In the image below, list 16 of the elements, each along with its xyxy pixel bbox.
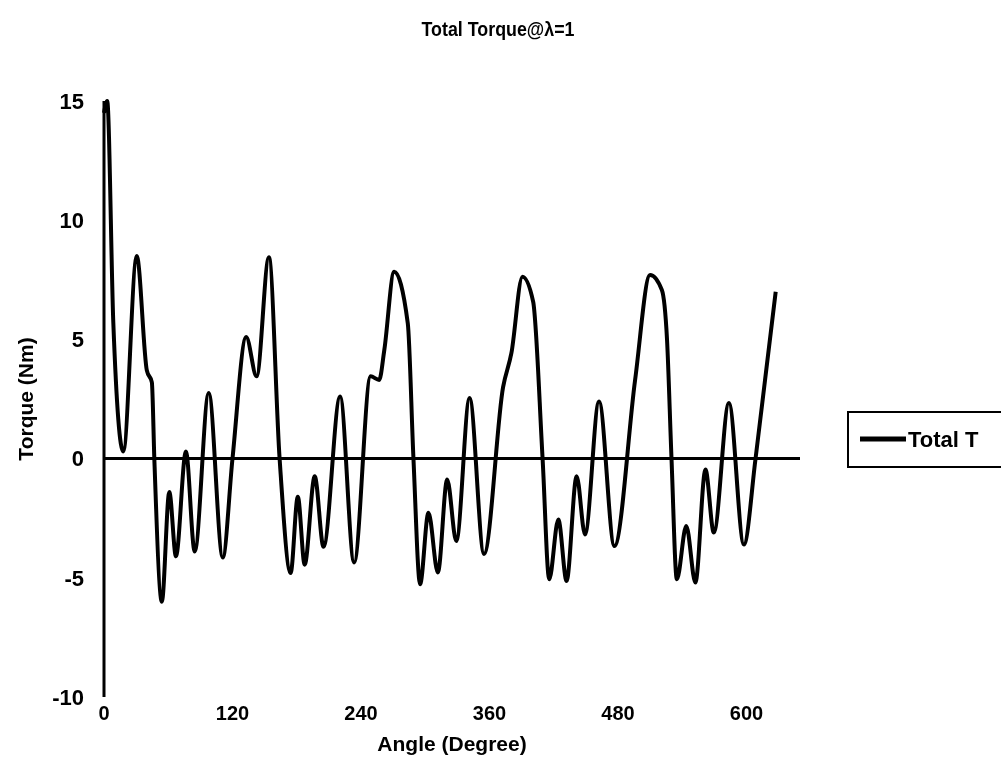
y-axis-title: Torque (Nm) bbox=[14, 337, 37, 461]
y-tick-label: 0 bbox=[71, 446, 84, 472]
chart-title: Total Torque@λ=1 bbox=[421, 16, 575, 41]
x-tick-label: 600 bbox=[729, 702, 764, 724]
y-tick-label: 5 bbox=[71, 327, 84, 353]
y-tick-label: -5 bbox=[64, 565, 84, 591]
x-axis-title: Angle (Degree) bbox=[377, 732, 527, 755]
x-tick-label: 360 bbox=[472, 702, 507, 724]
x-tick-label: 0 bbox=[98, 702, 110, 724]
y-tick-label: -10 bbox=[52, 684, 84, 710]
y-tick-label: 10 bbox=[59, 207, 84, 233]
legend-label: Total T bbox=[908, 426, 980, 452]
x-tick-label: 240 bbox=[344, 702, 378, 724]
y-tick-label: 15 bbox=[59, 88, 84, 114]
x-tick-label: 120 bbox=[215, 702, 250, 724]
x-tick-label: 480 bbox=[601, 702, 635, 724]
